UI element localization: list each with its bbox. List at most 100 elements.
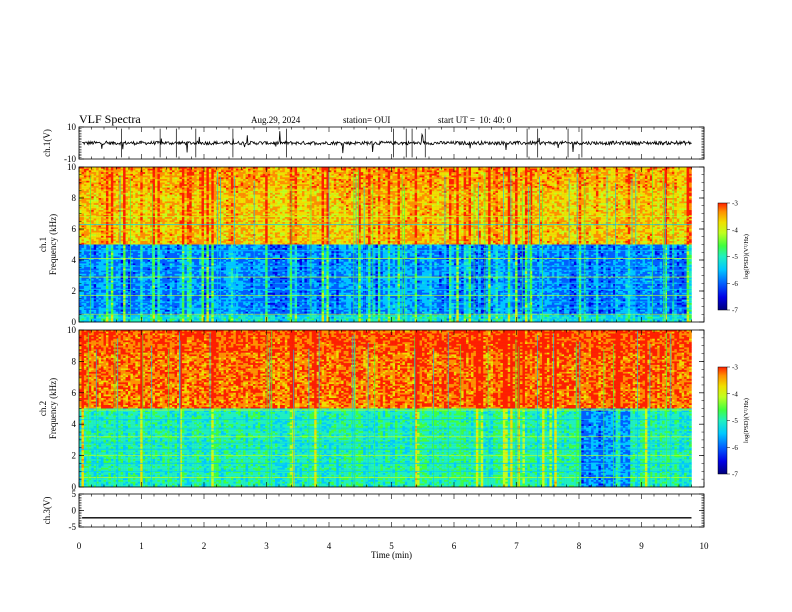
spectrogram-cell: [277, 170, 280, 172]
spectrogram-cell: [319, 177, 322, 179]
spectrogram-cell: [532, 183, 535, 185]
spectrogram-cell: [346, 179, 349, 181]
spectrogram-cell: [395, 174, 398, 176]
spectrogram-cell: [346, 174, 349, 176]
spectrogram-cell: [238, 170, 241, 172]
spectrogram-cell: [219, 181, 222, 183]
spectrogram-cell: [493, 176, 496, 178]
spectrogram-cell: [307, 176, 310, 178]
spectrogram-cell: [473, 179, 476, 181]
spectrogram-cell: [251, 170, 254, 172]
spectrogram-cell: [241, 181, 244, 183]
spectrogram-cell: [145, 174, 148, 176]
spectrogram-cell: [366, 179, 369, 181]
spectrogram-cell: [643, 169, 646, 171]
spectrogram-cell: [552, 170, 555, 172]
spectrogram-cell: [611, 181, 614, 183]
spectrogram-cell: [545, 181, 548, 183]
spectrogram-cell: [258, 172, 261, 174]
spectrogram-cell: [564, 172, 567, 174]
spectrogram-cell: [363, 181, 366, 183]
spectrogram-cell: [576, 177, 579, 179]
spectrogram-cell: [307, 174, 310, 176]
spectrogram-cell: [581, 174, 584, 176]
spectrogram-cell: [336, 172, 339, 174]
spectrogram-cell: [554, 172, 557, 174]
spectrogram-cell: [148, 176, 151, 178]
spectrogram-cell: [677, 176, 680, 178]
spectrogram-cell: [674, 181, 677, 183]
spectrogram-cell: [319, 170, 322, 172]
spectrogram-cell: [385, 170, 388, 172]
spectrogram-cell: [270, 179, 273, 181]
spectrogram-cell: [336, 176, 339, 178]
spectrogram-cell: [647, 176, 650, 178]
spectrogram-cell: [530, 174, 533, 176]
spectrogram-cell: [638, 179, 641, 181]
spectrogram-cell: [226, 183, 229, 185]
spectrogram-cell: [248, 177, 251, 179]
spectrogram-cell: [432, 169, 435, 171]
spectrogram-cell: [545, 179, 548, 181]
spectrogram-cell: [334, 169, 337, 171]
spectrogram-cell: [221, 181, 224, 183]
spectrogram-cell: [363, 179, 366, 181]
spectrogram-cell: [307, 177, 310, 179]
spectrogram-cell: [689, 183, 692, 185]
spectrogram-cell: [545, 176, 548, 178]
spectrogram-cell: [248, 169, 251, 171]
spectrogram-cell: [439, 181, 442, 183]
spectrogram-cell: [106, 172, 109, 174]
spectrogram-cell: [466, 176, 469, 178]
spectrogram-cell: [647, 177, 650, 179]
spectrogram-cell: [488, 176, 491, 178]
spectrogram-cell: [645, 174, 648, 176]
spectrogram-cell: [385, 177, 388, 179]
spectrogram-cell: [508, 170, 511, 172]
spectrogram-cell: [613, 169, 616, 171]
spectrogram-cell: [371, 174, 374, 176]
spectrogram-cell: [547, 174, 550, 176]
spectrogram-cell: [243, 176, 246, 178]
spectrogram-cell: [273, 176, 276, 178]
spectrogram-cell: [682, 177, 685, 179]
spectrogram-cell: [576, 170, 579, 172]
spectrogram-cell: [273, 170, 276, 172]
spectrogram-cell: [260, 181, 263, 183]
spectrogram-cell: [157, 176, 160, 178]
spectrogram-cell: [581, 176, 584, 178]
spectrogram-cell: [155, 176, 158, 178]
spectrogram-cell: [388, 172, 391, 174]
spectrogram-cell: [118, 184, 121, 186]
spectrogram-cell: [130, 181, 133, 183]
spectrogram-cell: [682, 183, 685, 185]
spectrogram-cell: [231, 174, 234, 176]
spectrogram-cell: [623, 170, 626, 172]
spectrogram-cell: [99, 169, 102, 171]
spectrogram-cell: [603, 172, 606, 174]
spectrogram-cell: [211, 169, 214, 171]
spectrogram-cell: [398, 181, 401, 183]
spectrogram-cell: [204, 179, 207, 181]
spectrogram-cell: [417, 181, 420, 183]
spectrogram-cell: [165, 179, 168, 181]
spectrogram-cell: [292, 177, 295, 179]
spectrogram-cell: [273, 169, 276, 171]
spectrogram-cell: [255, 177, 258, 179]
spectrogram-cell: [255, 181, 258, 183]
spectrogram-cell: [339, 172, 342, 174]
spectrogram-cell: [407, 179, 410, 181]
spectrogram-cell: [121, 169, 124, 171]
spectrogram-cell: [251, 176, 254, 178]
spectrogram-cell: [111, 179, 114, 181]
spectrogram-cell: [608, 172, 611, 174]
spectrogram-cell: [295, 177, 298, 179]
spectrogram-cell: [221, 174, 224, 176]
spectrogram-cell: [280, 172, 283, 174]
spectrogram-cell: [282, 174, 285, 176]
spectrogram-cell: [616, 169, 619, 171]
spectrogram-cell: [99, 177, 102, 179]
spectrogram-cell: [672, 179, 675, 181]
spectrogram-cell: [133, 174, 136, 176]
spectrogram-cell: [263, 183, 266, 185]
